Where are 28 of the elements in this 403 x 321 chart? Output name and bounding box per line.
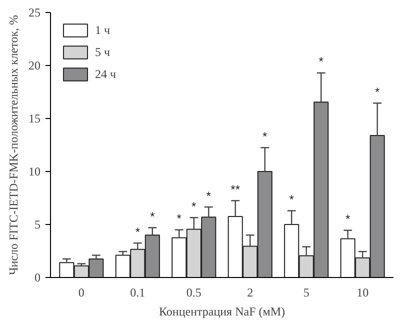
y-tick-label: 10 bbox=[28, 164, 40, 178]
legend-label: 24 ч bbox=[95, 66, 116, 82]
data-label: ** bbox=[230, 182, 240, 196]
x-tick-label: 10 bbox=[356, 286, 369, 300]
data-label: * bbox=[345, 212, 350, 226]
data-label: * bbox=[262, 129, 268, 144]
x-tick-label: 0.1 bbox=[130, 286, 146, 300]
x-tick-label: 0 bbox=[78, 286, 84, 300]
x-axis-title: Концентрация NaF (мМ) bbox=[159, 304, 286, 318]
y-tick-label: 0 bbox=[34, 270, 40, 284]
legend-label: 1 ч bbox=[95, 22, 112, 38]
data-label: * bbox=[176, 212, 182, 226]
legend-label: 5 ч bbox=[95, 44, 112, 60]
x-tick-label: 2 bbox=[247, 286, 254, 300]
data-label: * bbox=[150, 209, 156, 224]
x-tick-label: 5 bbox=[303, 286, 310, 300]
y-tick-label: 20 bbox=[28, 58, 40, 72]
y-tick-label: 5 bbox=[34, 218, 40, 232]
y-axis-title: Число FITC-IETD-FMK-положительных клеток, % bbox=[6, 14, 20, 276]
y-tick-label: 15 bbox=[28, 112, 40, 126]
data-label: * bbox=[318, 54, 324, 69]
data-label: * bbox=[135, 224, 140, 239]
data-label: * bbox=[206, 188, 212, 203]
data-label: * bbox=[289, 192, 294, 206]
x-tick-label: 0.5 bbox=[186, 286, 202, 300]
data-label: * bbox=[192, 199, 197, 214]
y-tick-label: 25 bbox=[28, 6, 40, 20]
data-label: * bbox=[375, 84, 380, 99]
